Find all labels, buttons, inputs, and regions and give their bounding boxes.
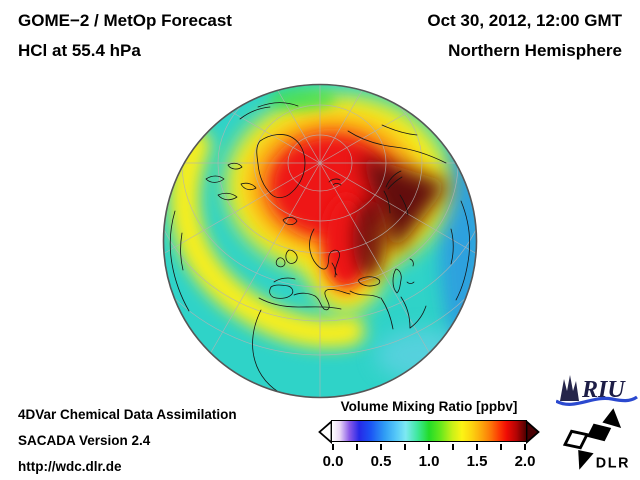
colorbar-left-arrow: [318, 420, 332, 444]
coast-mediterranean-north: [293, 289, 351, 311]
coast-north-america-west: [169, 210, 190, 312]
dlr-mark-icon: [562, 408, 622, 470]
left-arrow-shape: [318, 420, 332, 444]
field-dark-streak: [353, 199, 387, 279]
credit-version: SACADA Version 2.4: [18, 433, 151, 448]
coast-alaska-chukotka: [239, 102, 299, 120]
graticule: [163, 84, 477, 398]
coast-ireland: [275, 257, 286, 268]
colorbar-minor-tick: [380, 444, 382, 450]
colorbar-title: Volume Mixing Ratio [ppbv]: [340, 399, 518, 414]
colorbar-minor-tick: [476, 444, 478, 450]
header-left: GOME−2 / MetOp Forecast HCl at 55.4 hPa: [18, 12, 232, 59]
riu-logo: RIU: [555, 371, 638, 407]
colorbar-minor-tick: [500, 444, 502, 450]
coast-france: [273, 277, 296, 283]
colorbar-minor-tick: [332, 444, 334, 450]
field-yellow-arm: [169, 130, 365, 349]
colorbar-row: [318, 420, 540, 444]
tick-label-1: 0.5: [370, 453, 392, 470]
coast-caspian: [392, 268, 402, 294]
credit-assimilation: 4DVar Chemical Data Assimilation: [18, 407, 237, 422]
coast-greenland: [256, 134, 306, 198]
species-level-label: HCl at 55.4 hPa: [18, 41, 141, 60]
globe-limb: [162, 83, 478, 399]
coast-greece-turkey: [349, 290, 381, 299]
colorbar: Volume Mixing Ratio [ppbv] 0.0 0.5 1.0 1…: [318, 398, 540, 471]
field-pale-blue: [376, 329, 472, 381]
coast-aral: [406, 258, 415, 284]
coast-arabia: [409, 305, 427, 329]
right-arrow-shape: [526, 420, 540, 444]
coast-svalbard: [328, 178, 342, 186]
tick-label-2: 1.0: [418, 453, 440, 470]
coast-scandinavia: [309, 228, 340, 276]
colorbar-gradient: [331, 420, 527, 442]
riu-wave-icon: [555, 395, 638, 406]
riu-logo-svg: RIU: [555, 375, 638, 406]
coast-siberia: [347, 124, 447, 164]
credit-url: http://wdc.dlr.de: [18, 459, 122, 474]
colorbar-minor-tick: [428, 444, 430, 450]
coast-novaya-zemlya: [385, 170, 403, 190]
dlr-logo-svg: DLR: [562, 408, 630, 472]
colorbar-labels: 0.0 0.5 1.0 1.5 2.0: [323, 453, 536, 471]
colorbar-minor-tick: [524, 444, 526, 450]
coast-red-sea: [380, 296, 411, 330]
coast-iberia: [269, 284, 294, 299]
tick-label-4: 2.0: [514, 453, 536, 470]
datetime-label: Oct 30, 2012, 12:00 GMT: [427, 11, 622, 30]
coast-ob-yenisei: [383, 190, 409, 216]
coastlines: [169, 102, 470, 398]
coast-east-asia: [450, 200, 470, 301]
coast-africa-north: [258, 297, 342, 310]
field-green-top: [268, 88, 336, 110]
colorbar-minor-tick: [452, 444, 454, 450]
coast-iceland: [282, 217, 298, 226]
coast-britain: [285, 249, 298, 264]
colorbar-ticks: [332, 444, 526, 451]
colorbar-right-arrow: [526, 420, 540, 444]
cathedral-icon: [560, 375, 579, 401]
globe-svg: [162, 83, 478, 399]
colorbar-minor-tick: [404, 444, 406, 450]
hemisphere-label: Northern Hemisphere: [448, 41, 622, 60]
hemisphere-map: [162, 83, 478, 399]
credits: 4DVar Chemical Data Assimilation SACADA …: [18, 402, 237, 480]
dlr-logo-text: DLR: [596, 456, 630, 472]
coast-baltic: [331, 262, 336, 278]
coast-canadian-islands: [205, 162, 257, 201]
header-right: Oct 30, 2012, 12:00 GMT Northern Hemisph…: [427, 12, 622, 59]
product-title: GOME−2 / MetOp Forecast: [18, 11, 232, 30]
tick-label-0: 0.0: [322, 453, 344, 470]
colorbar-minor-tick: [356, 444, 358, 450]
dlr-logo: DLR: [560, 406, 636, 472]
coast-black-sea: [358, 276, 381, 287]
tick-label-3: 1.5: [466, 453, 488, 470]
